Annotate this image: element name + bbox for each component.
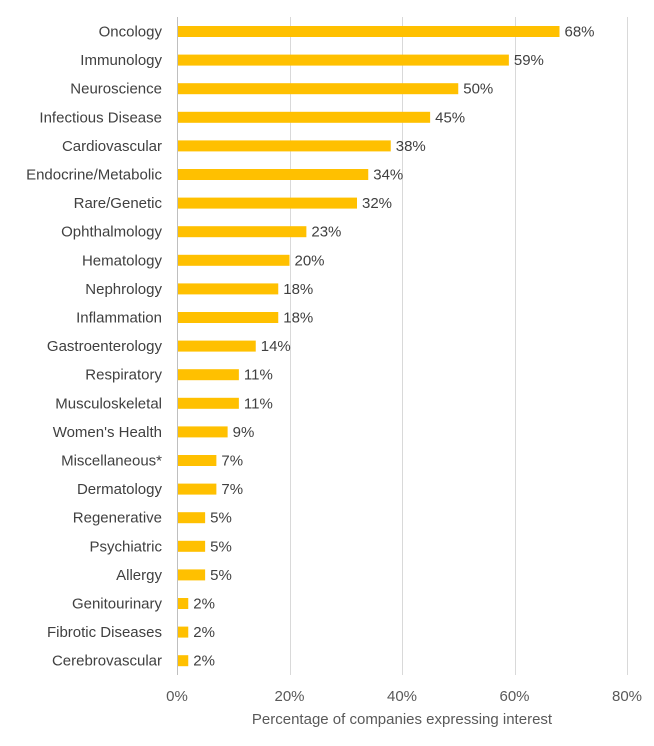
category-label: Nephrology	[85, 281, 162, 298]
data-label: 20%	[295, 252, 325, 269]
data-label: 68%	[565, 24, 595, 41]
data-label: 5%	[210, 510, 232, 527]
category-label: Miscellaneous*	[61, 453, 162, 470]
category-label: Immunology	[80, 52, 162, 69]
bars	[178, 26, 560, 667]
category-label: Gastroenterology	[47, 338, 163, 355]
value-labels: 68% 59% 50% 45% 38% 34% 32% 23% 20% 18% 18% 14% 11% 1…	[193, 24, 594, 670]
data-label: 2%	[193, 653, 215, 670]
category-labels: Oncology Immunology Neuroscience Infectious…	[26, 24, 162, 670]
category-label: Respiratory	[85, 367, 162, 384]
x-tick-label: 80%	[612, 688, 642, 705]
category-label: Dermatology	[77, 481, 163, 498]
category-label: Rare/Genetic	[74, 195, 163, 212]
bar	[178, 111, 431, 123]
bar	[178, 197, 357, 209]
category-label: Hematology	[82, 252, 163, 269]
category-label: Regenerative	[73, 510, 162, 527]
bar	[178, 426, 228, 438]
data-label: 2%	[193, 624, 215, 641]
category-label: Psychiatric	[89, 538, 162, 555]
bar	[178, 226, 307, 238]
bar	[178, 169, 369, 180]
data-label: 18%	[283, 310, 313, 327]
data-label: 7%	[221, 453, 243, 470]
data-label: 9%	[233, 424, 255, 441]
x-axis-title: Percentage of companies expressing inter…	[252, 711, 553, 728]
bar	[178, 655, 189, 667]
category-label: Women's Health	[53, 424, 162, 441]
category-label: Inflammation	[76, 310, 162, 327]
x-tick-label: 20%	[274, 688, 304, 705]
data-label: 59%	[514, 52, 544, 69]
gridlines	[177, 17, 628, 675]
bar	[178, 83, 459, 95]
bar	[178, 483, 217, 495]
data-label: 2%	[193, 596, 215, 613]
bar	[178, 455, 217, 466]
data-label: 5%	[210, 538, 232, 555]
x-tick-labels: 0% 20% 40% 60% 80%	[166, 688, 642, 705]
data-label: 18%	[283, 281, 313, 298]
data-label: 32%	[362, 195, 392, 212]
bar	[178, 626, 189, 638]
data-label: 50%	[463, 81, 493, 98]
bar	[178, 369, 239, 381]
bar	[178, 312, 279, 323]
category-label: Fibrotic Diseases	[47, 624, 162, 641]
bar	[178, 598, 189, 609]
bar	[178, 397, 239, 409]
category-label: Infectious Disease	[39, 109, 162, 126]
x-tick-label: 60%	[499, 688, 529, 705]
category-label: Allergy	[116, 567, 162, 584]
category-label: Genitourinary	[72, 596, 163, 613]
category-label: Endocrine/Metabolic	[26, 167, 162, 184]
bar	[178, 512, 206, 524]
data-label: 14%	[261, 338, 291, 355]
bar	[178, 569, 206, 581]
bar	[178, 283, 279, 295]
bar	[178, 140, 391, 152]
bar	[178, 54, 509, 66]
bar	[178, 540, 206, 552]
category-label: Neuroscience	[70, 81, 162, 98]
category-label: Oncology	[99, 24, 163, 41]
data-label: 23%	[311, 224, 341, 241]
category-label: Ophthalmology	[61, 224, 162, 241]
bar	[178, 254, 290, 266]
category-label: Musculoskeletal	[55, 395, 162, 412]
data-label: 38%	[396, 138, 426, 155]
category-label: Cerebrovascular	[52, 653, 162, 670]
bar	[178, 26, 560, 37]
data-label: 34%	[373, 167, 403, 184]
data-label: 7%	[221, 481, 243, 498]
data-label: 45%	[435, 109, 465, 126]
bar	[178, 340, 256, 352]
data-label: 11%	[244, 367, 273, 384]
data-label: 11%	[244, 395, 273, 412]
data-label: 5%	[210, 567, 232, 584]
category-label: Cardiovascular	[62, 138, 162, 155]
x-tick-label: 0%	[166, 688, 188, 705]
x-tick-label: 40%	[387, 688, 417, 705]
